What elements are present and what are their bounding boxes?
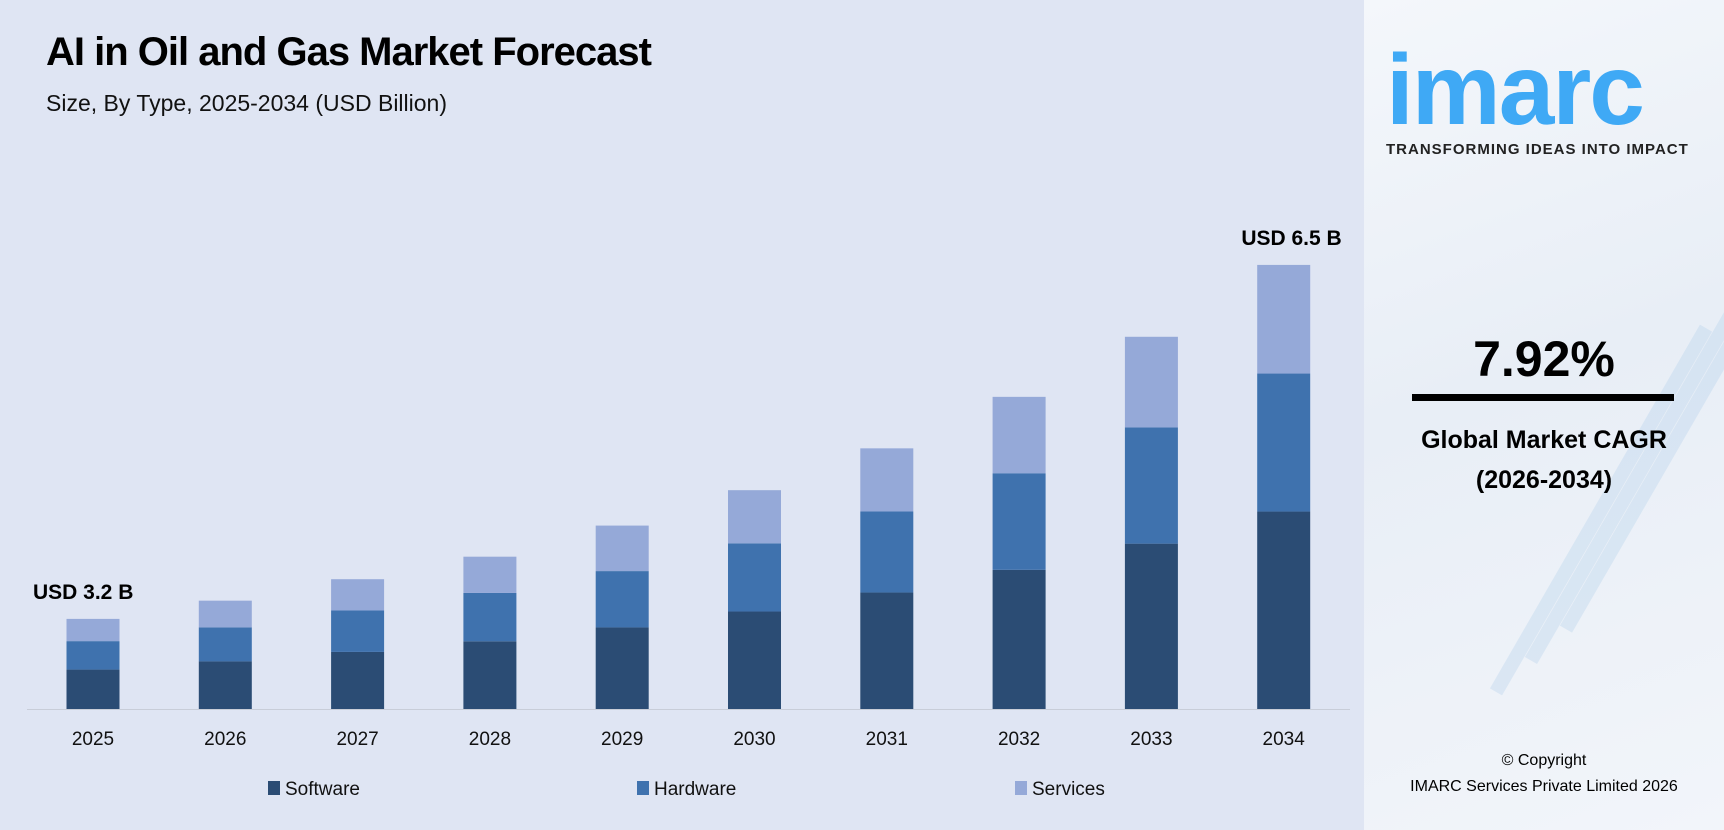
x-tick-label: 2029: [601, 729, 643, 750]
bar-segment-services-2026: [198, 600, 252, 628]
bar-segment-hardware-2026: [198, 627, 252, 662]
bar-segment-software-2030: [728, 611, 781, 709]
bar-segment-hardware-2032: [992, 473, 1046, 570]
bar-segment-hardware-2025: [66, 641, 120, 670]
bar-segment-software-2031: [860, 592, 914, 709]
tagline: TRANSFORMING IDEAS INTO IMPACT: [1386, 141, 1689, 158]
data-label: USD 3.2 B: [33, 581, 133, 604]
bar-segment-services-2033: [1124, 336, 1178, 428]
data-label: USD 6.5 B: [1241, 227, 1341, 250]
bar-segment-software-2029: [595, 627, 649, 709]
x-tick-label: 2034: [1263, 729, 1306, 750]
bar-segment-services-2031: [860, 448, 914, 512]
bar-segment-hardware-2033: [1124, 427, 1178, 544]
bar-segment-software-2032: [992, 569, 1046, 709]
legend-swatch-software: [268, 781, 280, 795]
cagr-period: (2026-2034): [1475, 466, 1613, 494]
chart-title: AI in Oil and Gas Market Forecast: [46, 30, 652, 74]
stacked-bar-chart: 2025 USD 3.2 B 2026 2027 2028 2029 2030 2031 203…: [27, 227, 1350, 800]
imarc-logo: imarc: [1386, 34, 1645, 146]
copyright-block: © Copyright IMARC Services Private Limit…: [1364, 748, 1724, 800]
bar-segment-software-2027: [331, 651, 385, 709]
x-tick-label: 2033: [1130, 729, 1172, 750]
bar-segment-software-2028: [463, 641, 517, 709]
x-tick-label: 2032: [998, 729, 1040, 750]
cagr-label: Global Market CAGR: [1421, 426, 1667, 454]
x-tick-label: 2026: [204, 729, 246, 750]
chart-subtitle: Size, By Type, 2025-2034 (USD Billion): [46, 90, 447, 116]
x-tick-label: 2027: [336, 729, 378, 750]
bar-segment-hardware-2027: [331, 610, 385, 652]
bar-segment-software-2026: [198, 661, 252, 709]
x-tick-label: 2028: [469, 729, 511, 750]
legend-label-hardware: Hardware: [654, 779, 736, 800]
cagr-value: 7.92%: [1473, 331, 1615, 387]
x-tick-label: 2031: [866, 729, 908, 750]
bar-segment-hardware-2034: [1257, 373, 1311, 512]
bar-segment-services-2028: [463, 556, 517, 593]
info-panel: imarc TRANSFORMING IDEAS INTO IMPACT 7.9…: [1364, 0, 1724, 830]
legend-swatch-hardware: [637, 781, 649, 795]
bar-segment-hardware-2030: [728, 543, 781, 612]
bar-segment-services-2027: [331, 579, 385, 611]
legend-swatch-services: [1015, 781, 1027, 795]
divider: [1412, 394, 1674, 401]
bar-segment-hardware-2031: [860, 511, 914, 593]
legend-label-services: Services: [1032, 779, 1105, 800]
copyright: © Copyright: [1501, 752, 1587, 769]
cagr-label-block: Global Market CAGR (2026-2034): [1364, 420, 1724, 500]
x-tick-label: 2030: [733, 729, 775, 750]
bar-segment-services-2030: [728, 490, 781, 544]
bar-segment-hardware-2028: [463, 592, 517, 642]
bar-segment-software-2025: [66, 669, 120, 709]
bar-segment-services-2034: [1257, 264, 1311, 374]
bar-segment-software-2033: [1124, 543, 1178, 709]
company-name: IMARC Services Private Limited 2026: [1410, 778, 1678, 795]
bar-segment-software-2034: [1257, 511, 1311, 709]
bar-segment-hardware-2029: [595, 571, 649, 628]
x-tick-label: 2025: [72, 729, 114, 750]
bar-segment-services-2032: [992, 396, 1046, 474]
bar-segment-services-2029: [595, 525, 649, 572]
legend-label-software: Software: [285, 779, 360, 800]
chart-panel: AI in Oil and Gas Market Forecast Size, …: [0, 0, 1364, 830]
bar-segment-services-2025: [66, 618, 120, 642]
